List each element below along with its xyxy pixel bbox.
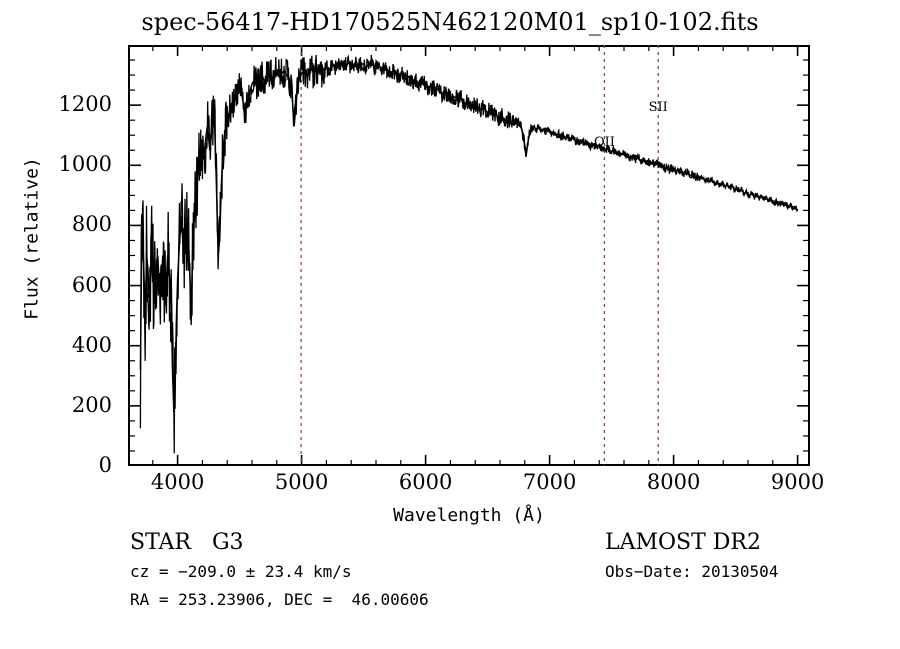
y-tick-label: 1200 (58, 92, 112, 117)
object-type: STAR G3 (130, 530, 244, 555)
x-tick-label: 5000 (274, 470, 329, 494)
line-marker-labels: OII SII (128, 45, 810, 466)
y-tick-label: 1000 (58, 152, 112, 177)
x-tick-label: 6000 (398, 470, 453, 494)
plot-area (128, 45, 810, 466)
spectral-line-label: OII (593, 135, 615, 150)
coordinates: RA = 253.23906, DEC = 46.00606 (130, 590, 429, 609)
page-title: spec-56417-HD170525N462120M01_sp10-102.f… (141, 8, 759, 36)
footer: STAR G3 cz = −209.0 ± 23.4 km/s RA = 253… (0, 528, 900, 638)
y-tick-label: 400 (71, 332, 112, 357)
x-axis-title: Wavelength (Å) (393, 505, 545, 526)
y-tick-label: 200 (71, 392, 112, 417)
spectrum-canvas (128, 45, 810, 466)
x-axis-ticks: 4000 5000 6000 7000 8000 9000 (128, 470, 824, 504)
plot-frame (128, 45, 810, 466)
y-tick-label: 600 (71, 272, 112, 297)
observation-date: Obs−Date: 20130504 (605, 562, 779, 581)
y-tick-label: 0 (98, 453, 112, 477)
survey-name: LAMOST DR2 (605, 530, 761, 555)
footer-left: STAR G3 cz = −209.0 ± 23.4 km/s RA = 253… (130, 528, 429, 614)
y-axis-ticks: 0 200 400 600 800 1000 1200 (0, 45, 120, 476)
x-tick-label: 7000 (522, 470, 577, 494)
y-tick-label: 800 (71, 212, 112, 237)
x-tick-label: 8000 (646, 470, 701, 494)
footer-right: LAMOST DR2 Obs−Date: 20130504 (605, 528, 778, 586)
y-axis-title: Flux (relative) (21, 157, 43, 320)
x-tick-label: 9000 (770, 470, 825, 494)
x-tick-label: 4000 (150, 470, 205, 494)
spectral-line-label: SII (648, 100, 668, 115)
redshift-velocity: cz = −209.0 ± 23.4 km/s (130, 562, 352, 581)
